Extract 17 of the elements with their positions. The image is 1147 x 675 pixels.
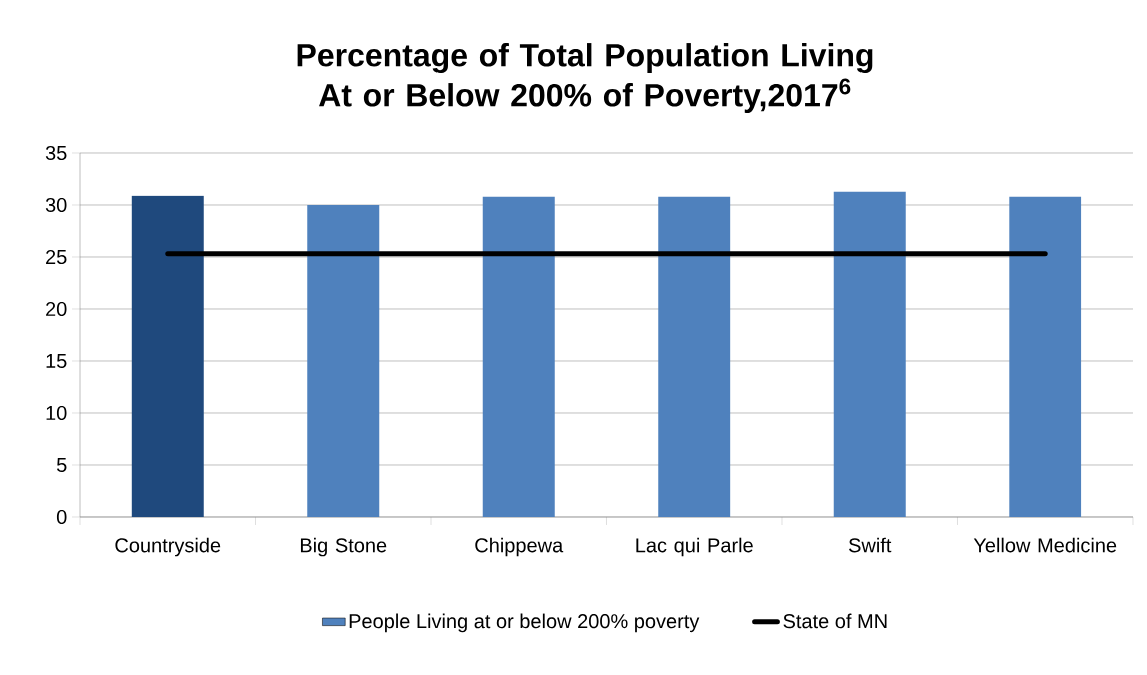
- x-tick-label: Chippewa: [475, 537, 564, 557]
- legend-label: State of MN: [783, 613, 887, 629]
- y-tick-label: 30: [45, 197, 67, 213]
- x-tick-label: Countryside: [115, 537, 221, 557]
- y-tick-label: 15: [46, 354, 67, 368]
- y-tick-label: 20: [46, 301, 67, 317]
- x-tick-label: Yellow Medicine: [973, 537, 1117, 553]
- y-tick-label: 25: [46, 249, 67, 265]
- legend-label: People Living at or below 200% poverty: [349, 613, 700, 633]
- y-tick-label: 35: [45, 145, 67, 161]
- y-tick-label: 0: [56, 509, 67, 525]
- y-tick-label: 10: [46, 405, 67, 421]
- chart-title: Percentage of Total Population Living At or Below 200% of Poverty,2017$^{6}$: [297, 43, 873, 113]
- x-tick-label: Swift: [848, 537, 892, 553]
- x-tick-label: Big Stone: [300, 537, 387, 557]
- y-tick-label: 5: [56, 458, 67, 472]
- x-tick-label: Lac qui Parle: [636, 537, 753, 557]
